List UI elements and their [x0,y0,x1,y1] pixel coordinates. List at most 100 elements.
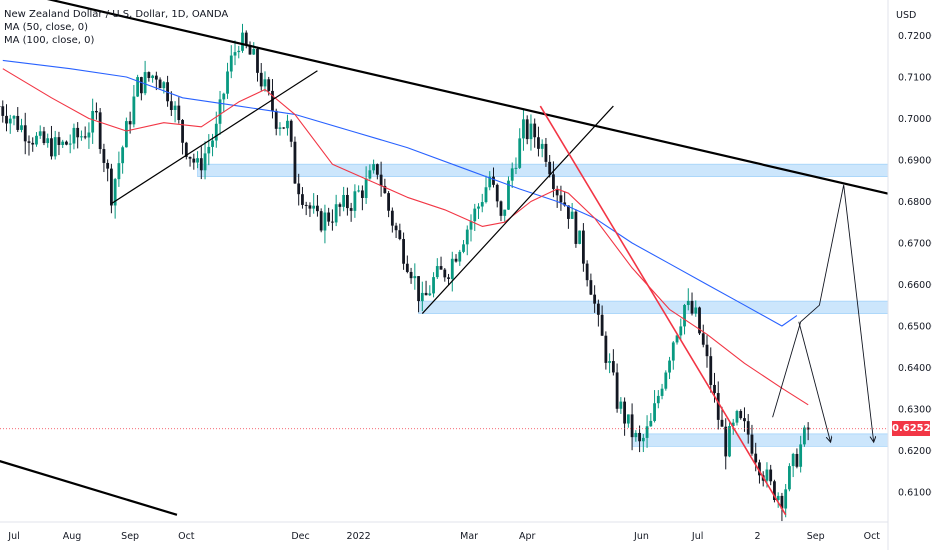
time-tick-label: Oct [864,531,881,542]
candle-body [454,258,458,262]
candle-body [20,125,23,130]
candle-body [679,326,683,336]
candle-body [488,176,492,188]
candle-body [458,251,462,262]
candle-body [724,426,728,457]
candle-body [301,194,304,205]
candle-body [686,300,690,305]
candle-body [795,453,799,467]
trendline-support-2022 [421,105,614,314]
candle-body [630,414,634,438]
ma50-line [2,68,809,406]
time-tick-label: Sep [121,531,139,542]
currency-label: USD [896,10,916,21]
candle-body [769,469,773,482]
last-price-tag: 0.62525 [892,421,932,437]
chart-pane[interactable] [0,0,913,522]
time-axis[interactable]: Jul Aug Sep Oct Dec 2022 Mar Apr Jun Jul 2 Sep Oct [0,521,888,542]
candle-body [379,174,383,186]
time-tick-label: Oct [178,531,195,542]
candle-body [585,263,589,281]
candle-body [349,208,353,211]
candle-body [331,221,334,223]
candle-body [626,414,630,424]
candle-body [750,434,754,454]
candle-body [683,304,686,327]
candle-body [27,141,31,143]
candle-body [16,115,20,130]
candle-body [574,211,578,244]
candle-body [199,158,203,171]
candle-body [634,432,638,438]
candle-body [364,178,368,198]
projection-up-path [772,184,874,442]
candle-body [23,125,27,142]
candle-body [87,132,91,138]
candle-body [173,105,177,110]
candle-body [698,307,701,334]
candle-body [705,344,709,357]
candle-body [405,263,409,272]
candle-body [668,360,671,373]
candle-body [12,115,16,119]
candle-body [252,48,256,55]
candle-body [690,300,694,314]
candle-body [713,384,716,394]
candle-body [109,168,113,206]
candle-body [409,271,413,279]
candle-body [117,163,121,180]
candle-body [525,119,529,140]
candle-body [578,230,582,244]
symbol-title[interactable]: New Zealand Dollar / U.S. Dollar, 1D, OA… [4,9,229,20]
candle-body [80,136,83,138]
candle-body [473,208,477,222]
candle-body [615,372,619,409]
candle-body [589,280,593,295]
candle-body [675,335,679,343]
candle-body [533,123,537,138]
candle-body [102,149,106,163]
candle-body [263,79,267,87]
candle-body [439,266,443,270]
candle-body [600,314,604,336]
candle-body [653,403,656,421]
candle-body [649,420,653,427]
candle-body [563,202,567,206]
ma100-legend[interactable]: MA (100, close, 0) [4,35,95,46]
candle-body [728,426,731,457]
candle-body [308,205,312,209]
candle-body [327,212,331,222]
time-tick-label: Mar [460,531,478,542]
candle-body [701,333,705,345]
candle-body [477,206,480,209]
time-tick-label: Jul [691,531,703,542]
candle-body [177,105,181,121]
candle-body [608,361,612,363]
candle-body [660,388,664,396]
candle-body [241,32,244,51]
candle-body [398,230,402,239]
candle-body [462,244,465,252]
candle-body [492,176,495,185]
candle-body [559,195,563,203]
candle-body [278,127,282,129]
candle-body [555,188,559,196]
ma50-legend[interactable]: MA (50, close, 0) [4,22,89,33]
candle-body [207,146,211,154]
candle-body [720,419,724,427]
candle-body [345,194,349,209]
candle-body [136,77,140,97]
candle-body [65,141,68,145]
candle-body [91,110,95,133]
candle-body [338,204,342,207]
candle-body [540,143,544,149]
candle-body [581,230,585,264]
candle-body [656,395,660,404]
candle-body [203,153,207,171]
